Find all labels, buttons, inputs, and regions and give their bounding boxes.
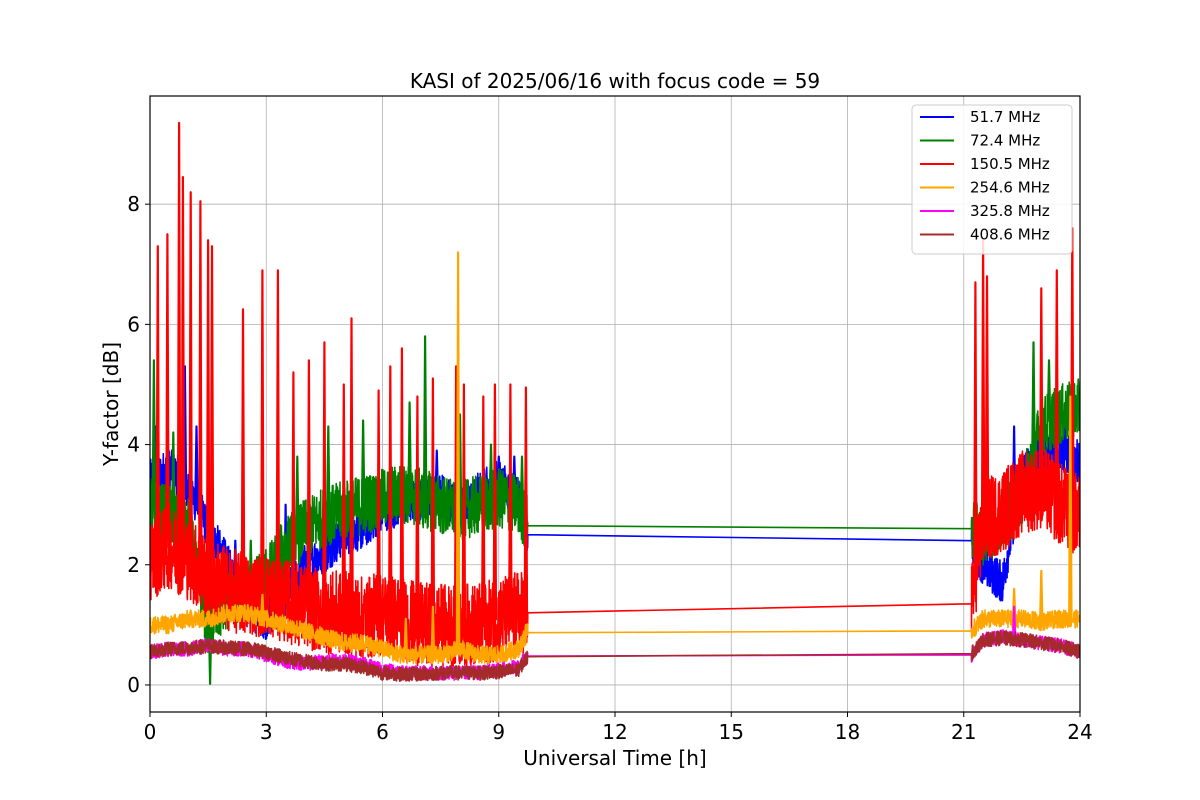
x-tick-label: 3	[260, 720, 273, 744]
y-axis-label: Y-factor [dB]	[99, 342, 123, 467]
series-layer	[150, 121, 1080, 685]
y-tick-label: 4	[127, 433, 140, 457]
series-spike	[326, 425, 331, 516]
series-line	[150, 630, 1080, 682]
legend-label: 325.8 MHz	[970, 202, 1050, 220]
series-spike	[399, 347, 405, 619]
series-spike	[1011, 605, 1017, 639]
series-spike	[508, 383, 513, 616]
x-tick-label: 12	[602, 720, 627, 744]
legend-label: 408.6 MHz	[970, 226, 1050, 244]
x-tick-label: 21	[951, 720, 976, 744]
legend-label: 51.7 MHz	[970, 108, 1040, 126]
series-line	[150, 603, 1080, 665]
series-spike	[207, 622, 213, 685]
y-tick-label: 6	[127, 312, 140, 336]
series-spike	[488, 443, 494, 502]
series-spike	[180, 176, 186, 556]
series-spike	[322, 341, 327, 613]
series-spike	[176, 121, 182, 553]
series-spike	[349, 317, 354, 616]
y-tick-label: 2	[127, 553, 140, 577]
series-spike	[430, 377, 436, 625]
series-spike	[1054, 269, 1059, 502]
legend: 51.7 MHz 72.4 MHz 150.5 MHz 254.6 MHz 325.8…	[911, 104, 1073, 255]
y-tick-label: 8	[127, 192, 140, 216]
chart-title: KASI of 2025/06/16 with focus code = 59	[410, 69, 820, 93]
series-spike	[1046, 359, 1052, 422]
series-spike	[260, 593, 265, 618]
series-spike	[260, 269, 265, 595]
series-spike	[171, 431, 176, 520]
legend-label: 254.6 MHz	[970, 179, 1050, 197]
series-spike	[341, 383, 346, 613]
series-spike	[295, 455, 300, 536]
series-spike	[198, 200, 203, 570]
series-spike	[165, 233, 170, 548]
series-spike	[194, 425, 199, 504]
series-spike	[980, 239, 986, 523]
x-tick-label: 6	[376, 720, 389, 744]
series-spike	[209, 245, 215, 580]
series-spike	[523, 623, 529, 637]
series-spike	[430, 605, 436, 655]
series-spike	[275, 269, 281, 599]
series-spike	[188, 191, 193, 561]
series-line	[150, 447, 1080, 668]
x-tick-label: 15	[719, 720, 744, 744]
series-spike	[388, 365, 393, 616]
x-tick-label: 18	[835, 720, 860, 744]
series-spike	[205, 239, 211, 577]
series-spike	[422, 335, 428, 500]
series-spike	[973, 281, 978, 577]
x-axis-label: Universal Time [h]	[523, 746, 706, 770]
series-spike	[240, 308, 246, 594]
series-spike	[984, 275, 990, 521]
series-spike	[481, 395, 486, 624]
y-tick-label: 0	[127, 673, 140, 697]
series-3	[150, 251, 1080, 665]
series-spike	[291, 371, 296, 604]
series-spike	[461, 383, 467, 625]
series-spike	[360, 419, 366, 505]
series-spike	[155, 245, 160, 554]
legend-label: 72.4 MHz	[970, 132, 1040, 150]
series-spike	[1039, 569, 1044, 622]
series-spike	[492, 383, 498, 621]
series-spike	[415, 395, 420, 624]
series-spike	[151, 359, 157, 508]
x-tick-label: 24	[1067, 720, 1092, 744]
series-2	[150, 121, 1080, 668]
series-5	[150, 630, 1080, 682]
x-tick-label: 0	[144, 720, 157, 744]
series-spike	[455, 251, 461, 650]
legend-box	[911, 104, 1073, 255]
series-spike	[407, 401, 412, 496]
series-spike	[403, 617, 408, 655]
series-spike	[1039, 287, 1044, 487]
series-spike	[523, 386, 529, 613]
series-spike	[376, 389, 381, 615]
series-spike	[306, 359, 312, 609]
series-spike	[519, 455, 525, 514]
legend-label: 150.5 MHz	[970, 155, 1050, 173]
series-spike	[1068, 395, 1073, 619]
x-tick-label: 9	[492, 720, 505, 744]
series-spike	[1031, 341, 1036, 454]
